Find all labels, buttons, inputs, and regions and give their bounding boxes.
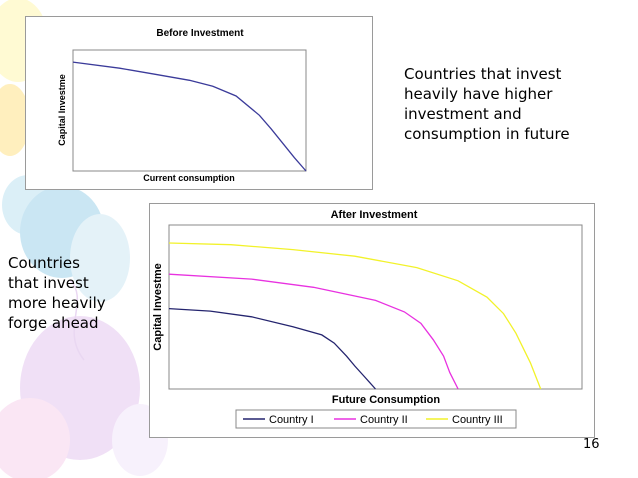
legend-box	[235, 409, 517, 429]
before-investment-chart: Before Investment Capital Investme Curre…	[25, 16, 373, 190]
legend-label: Country I	[269, 414, 314, 426]
text-line: Countries that invest	[404, 65, 562, 83]
legend-label: Country II	[360, 414, 408, 426]
legend-label: Country III	[452, 414, 503, 426]
text-line: more heavily	[8, 294, 106, 312]
after-investment-chart: After Investment Capital Investme Future…	[149, 203, 595, 438]
text-line: investment and	[404, 105, 522, 123]
page-number: 16	[583, 437, 600, 452]
y-axis-label: Capital Investme	[57, 74, 67, 146]
before-investment-curve	[72, 61, 307, 172]
text-line: heavily have higher	[404, 85, 553, 103]
country-3-line	[168, 242, 542, 390]
balloon-decoration	[0, 398, 70, 478]
x-axis-label: Current consumption	[143, 173, 235, 183]
balloon-decoration	[0, 84, 30, 156]
balloon-string	[69, 279, 85, 361]
plot-area	[72, 49, 307, 172]
right-callout-text: Countries that invest heavily have highe…	[404, 64, 604, 144]
text-line: Countries	[8, 254, 80, 272]
legend: Country I Country II Country III	[235, 409, 517, 429]
y-axis-label: Capital Investme	[152, 263, 164, 350]
text-line: that invest	[8, 274, 89, 292]
text-line: forge ahead	[8, 314, 99, 332]
chart-title: Before Investment	[156, 28, 244, 39]
country-2-line	[168, 273, 459, 390]
chart-title: After Investment	[331, 209, 418, 221]
balloon-decoration	[70, 214, 130, 302]
text-line: consumption in future	[404, 125, 570, 143]
country-1-line	[168, 307, 376, 390]
plot-area	[168, 224, 583, 390]
x-axis-label: Future Consumption	[332, 394, 440, 406]
left-callout-text: Countries that invest more heavily forge…	[8, 253, 138, 333]
